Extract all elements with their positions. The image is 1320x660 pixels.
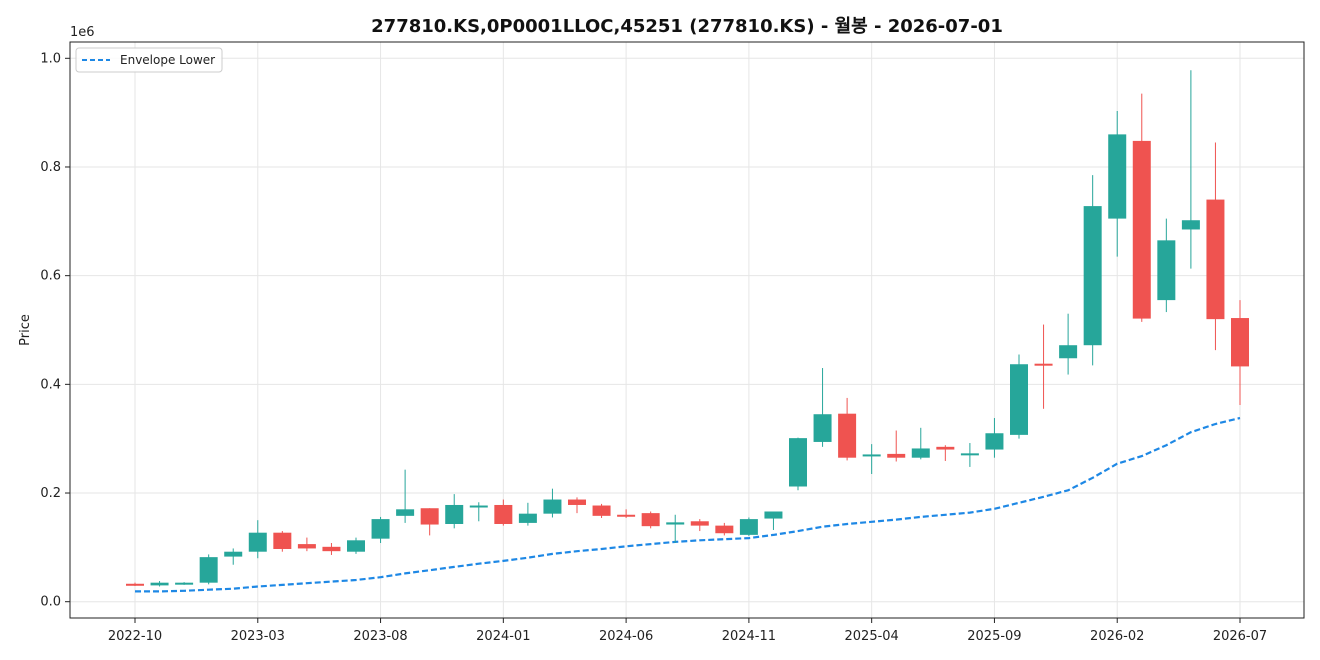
candle-body <box>1108 134 1127 219</box>
candle-body <box>371 519 390 539</box>
x-tick-label: 2024-06 <box>599 629 653 644</box>
candle-body <box>297 544 316 549</box>
candle-body <box>175 582 194 585</box>
x-tick-label: 2025-09 <box>967 629 1021 644</box>
candle-body <box>150 582 169 586</box>
x-tick-label: 2025-04 <box>845 629 899 644</box>
candle-body <box>1206 199 1225 320</box>
candle-body <box>347 540 365 552</box>
candle-body <box>469 505 488 508</box>
candle-body <box>617 514 636 517</box>
legend-box <box>75 47 223 73</box>
candle-body <box>690 521 709 526</box>
candle-body <box>494 504 513 524</box>
y-axis-ticks: 0.0 0.2 0.4 0.6 0.8 1.0 <box>40 51 70 610</box>
candle-body <box>813 414 832 442</box>
candle-body <box>641 513 660 527</box>
candle-body <box>248 532 267 552</box>
candle-body <box>445 504 464 524</box>
x-tick-label: 2024-01 <box>476 629 530 644</box>
candle-body <box>960 453 979 456</box>
candle-body <box>666 522 685 525</box>
candle-body <box>126 583 144 586</box>
candle-body <box>1083 206 1102 346</box>
candle-body <box>1181 220 1200 230</box>
candle-body <box>1010 364 1028 435</box>
legend: Envelope Lower <box>75 47 223 73</box>
candle-body <box>838 413 857 458</box>
candle-body <box>985 433 1004 450</box>
candle-body <box>224 551 243 557</box>
candle-body <box>1231 318 1249 367</box>
y-axis-label: Price <box>18 314 33 346</box>
candle-body <box>396 509 415 516</box>
y-tick-label: 1.0 <box>40 51 61 66</box>
candle-body <box>322 546 341 552</box>
envelope-lower-line <box>135 416 1241 593</box>
candle-body <box>739 519 758 535</box>
x-tick-label: 2026-07 <box>1213 629 1267 644</box>
candle-body <box>715 525 734 534</box>
x-tick-label: 2023-03 <box>231 629 285 644</box>
candle-body <box>936 446 955 450</box>
y-axis-multiplier: 1e6 <box>70 25 95 40</box>
candle-body <box>1059 345 1078 359</box>
y-tick-label: 0.8 <box>40 160 61 175</box>
candle-body <box>543 499 562 514</box>
candle-body <box>887 453 906 458</box>
candle-body <box>911 448 930 458</box>
x-tick-label: 2026-02 <box>1090 629 1144 644</box>
candle-body <box>1157 240 1176 301</box>
grid-lines <box>70 42 1304 618</box>
candle-body <box>862 454 881 457</box>
candle-body <box>1132 140 1151 319</box>
candle-body <box>420 508 439 525</box>
candle-body <box>592 505 611 516</box>
candle-body <box>199 557 218 583</box>
candle-body <box>518 513 537 523</box>
legend-envelope-label: Envelope Lower <box>120 53 215 67</box>
chart-title: 277810.KS,0P0001LLOC,45251 (277810.KS) -… <box>371 16 1003 37</box>
candle-body <box>568 499 586 505</box>
y-tick-label: 0.4 <box>40 377 61 392</box>
x-tick-label: 2023-08 <box>353 629 407 644</box>
y-tick-label: 0.6 <box>40 269 61 284</box>
x-tick-label: 2022-10 <box>108 629 162 644</box>
envelope-series <box>135 416 1241 593</box>
candle-body <box>789 438 807 487</box>
x-axis-ticks: 2022-10 2023-03 2023-08 2024-01 2024-06 2024-… <box>108 618 1267 644</box>
y-tick-label: 0.2 <box>40 486 61 501</box>
candles <box>126 70 1249 587</box>
plot-area-frame <box>69 41 1305 619</box>
x-tick-label: 2024-11 <box>722 629 776 644</box>
y-tick-label: 0.0 <box>40 595 61 610</box>
candle-body <box>1034 363 1053 366</box>
candle-body <box>764 511 783 519</box>
candle-body <box>273 532 292 549</box>
